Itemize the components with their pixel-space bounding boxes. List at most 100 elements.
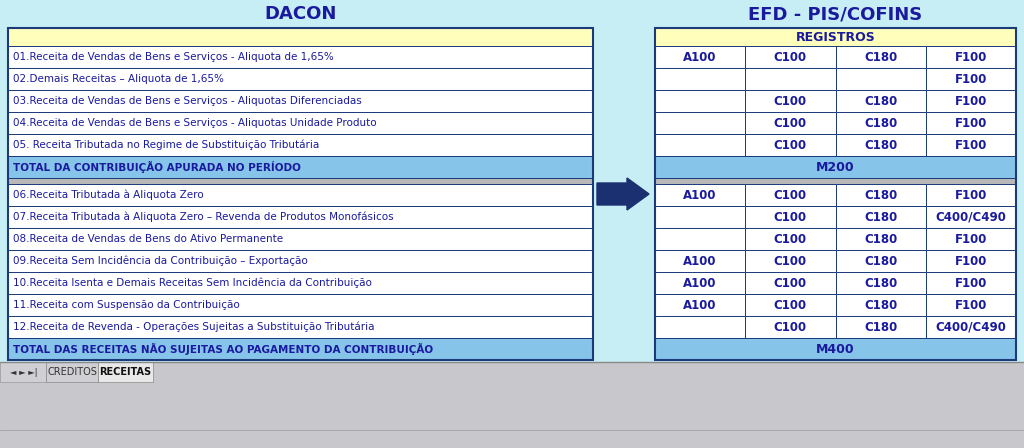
Text: 03.Receita de Vendas de Bens e Serviços - Aliquotas Diferenciadas: 03.Receita de Vendas de Bens e Serviços … [13, 96, 361, 106]
Bar [8, 206, 593, 228]
Text: 05. Receita Tributada no Regime de Substituição Tributária: 05. Receita Tributada no Regime de Subst… [13, 140, 319, 150]
Bar [745, 46, 836, 68]
Text: C100: C100 [774, 51, 807, 64]
Bar [8, 184, 593, 206]
Text: C180: C180 [864, 116, 897, 129]
Text: F100: F100 [954, 254, 987, 267]
Text: 01.Receita de Vendas de Bens e Serviços - Aliquota de 1,65%: 01.Receita de Vendas de Bens e Serviços … [13, 52, 334, 62]
Bar [46, 362, 98, 382]
Bar [836, 112, 926, 134]
Bar [655, 46, 745, 68]
Bar [836, 228, 926, 250]
Text: C100: C100 [774, 211, 807, 224]
Bar [926, 228, 1016, 250]
Text: C100: C100 [774, 233, 807, 246]
Bar [926, 250, 1016, 272]
Bar [836, 134, 926, 156]
Text: RECEITAS: RECEITAS [99, 367, 152, 377]
Bar [8, 46, 593, 68]
Text: F100: F100 [954, 116, 987, 129]
Bar [655, 178, 1016, 184]
Text: 12.Receita de Revenda - Operações Sujeitas a Substituição Tributária: 12.Receita de Revenda - Operações Sujeit… [13, 322, 375, 332]
Text: C180: C180 [864, 189, 897, 202]
Text: C180: C180 [864, 298, 897, 311]
Text: C180: C180 [864, 320, 897, 333]
Text: F100: F100 [954, 138, 987, 151]
Text: EFD - PIS/COFINS: EFD - PIS/COFINS [749, 5, 923, 23]
Bar [8, 228, 593, 250]
Bar [655, 338, 1016, 360]
Bar [655, 206, 745, 228]
Bar [655, 28, 1016, 46]
Bar [836, 272, 926, 294]
Bar [745, 68, 836, 90]
Bar [926, 90, 1016, 112]
Text: REGISTROS: REGISTROS [796, 30, 876, 43]
Bar [836, 250, 926, 272]
Text: 08.Receita de Vendas de Bens do Ativo Permanente: 08.Receita de Vendas de Bens do Ativo Pe… [13, 234, 283, 244]
Bar [655, 90, 745, 112]
Bar [0, 446, 1024, 448]
Bar [926, 316, 1016, 338]
Text: F100: F100 [954, 189, 987, 202]
Bar [745, 272, 836, 294]
Text: C100: C100 [774, 138, 807, 151]
Text: C100: C100 [774, 254, 807, 267]
Text: C100: C100 [774, 298, 807, 311]
Bar [655, 272, 745, 294]
Text: TOTAL DA CONTRIBUIÇÃO APURADA NO PERÍODO: TOTAL DA CONTRIBUIÇÃO APURADA NO PERÍODO [13, 161, 301, 173]
Bar [745, 112, 836, 134]
Text: 07.Receita Tributada à Aliquota Zero – Revenda de Produtos Monofásicos: 07.Receita Tributada à Aliquota Zero – R… [13, 212, 393, 222]
Bar [8, 112, 593, 134]
Bar [8, 156, 593, 178]
Bar [655, 112, 745, 134]
Bar [836, 46, 926, 68]
Text: F100: F100 [954, 298, 987, 311]
Bar [655, 28, 1016, 360]
Text: C180: C180 [864, 95, 897, 108]
Bar [655, 228, 745, 250]
Bar [745, 294, 836, 316]
Bar [8, 28, 593, 46]
Bar [926, 184, 1016, 206]
Bar [926, 68, 1016, 90]
Bar [926, 134, 1016, 156]
Text: C100: C100 [774, 189, 807, 202]
Text: 04.Receita de Vendas de Bens e Serviços - Aliquotas Unidade Produto: 04.Receita de Vendas de Bens e Serviços … [13, 118, 377, 128]
Bar [655, 68, 745, 90]
Text: F100: F100 [954, 73, 987, 86]
Bar [926, 294, 1016, 316]
Bar [836, 68, 926, 90]
Text: C100: C100 [774, 320, 807, 333]
Text: A100: A100 [683, 276, 717, 289]
Bar [8, 28, 593, 360]
Bar [745, 250, 836, 272]
Text: DACON: DACON [264, 5, 337, 23]
Bar [655, 134, 745, 156]
Text: F100: F100 [954, 233, 987, 246]
Bar [655, 250, 745, 272]
Bar [655, 294, 745, 316]
Text: F100: F100 [954, 51, 987, 64]
Bar [926, 112, 1016, 134]
Text: 10.Receita Isenta e Demais Receitas Sem Incidência da Contribuição: 10.Receita Isenta e Demais Receitas Sem … [13, 278, 372, 288]
Text: A100: A100 [683, 189, 717, 202]
Bar [655, 156, 1016, 178]
Bar [926, 206, 1016, 228]
Text: C100: C100 [774, 276, 807, 289]
Text: 11.Receita com Suspensão da Contribuição: 11.Receita com Suspensão da Contribuição [13, 300, 240, 310]
FancyArrow shape [597, 178, 649, 210]
Bar [745, 228, 836, 250]
Text: C180: C180 [864, 254, 897, 267]
Text: F100: F100 [954, 95, 987, 108]
Text: C180: C180 [864, 211, 897, 224]
Text: C180: C180 [864, 51, 897, 64]
Bar [8, 134, 593, 156]
Text: F100: F100 [954, 276, 987, 289]
Bar [8, 68, 593, 90]
Bar [8, 294, 593, 316]
Bar [745, 90, 836, 112]
Text: C100: C100 [774, 116, 807, 129]
Bar [8, 178, 593, 184]
Bar [8, 272, 593, 294]
